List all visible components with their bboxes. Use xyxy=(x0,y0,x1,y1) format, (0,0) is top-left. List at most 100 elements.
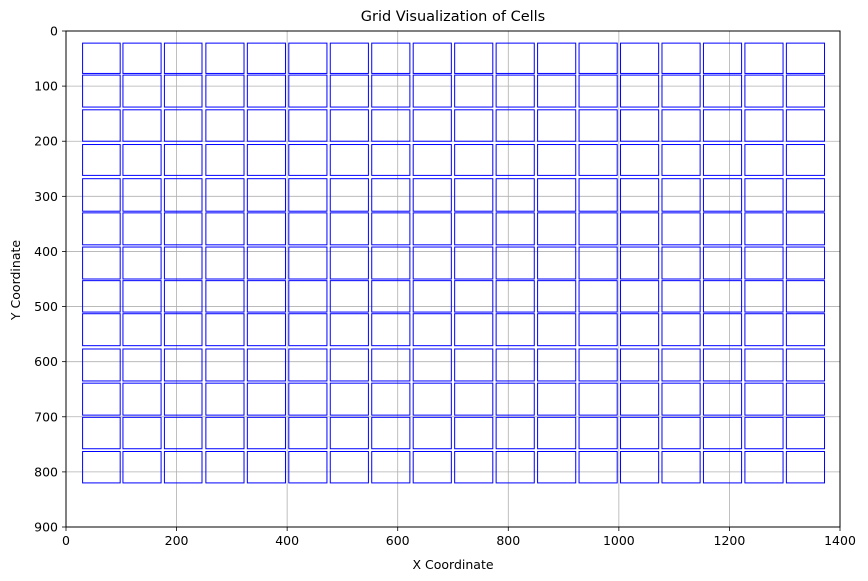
cell-r12-c0 xyxy=(82,450,121,484)
cell-r11-c14 xyxy=(661,416,701,450)
axis-ticks: 0 200 400 600 800 1000 1200 1400 0 100 200 300 400 50… xyxy=(34,24,856,549)
cell-r11-c4 xyxy=(246,416,286,450)
cell-r0-c8 xyxy=(412,42,452,74)
cell-r10-c1 xyxy=(122,382,162,416)
cell-r6-c14 xyxy=(661,246,701,280)
cell-r2-c6 xyxy=(329,109,369,142)
cell-r11-c3 xyxy=(205,416,245,450)
cell-r1-c12 xyxy=(578,74,618,108)
chart-title: Grid Visualization of Cells xyxy=(361,9,545,25)
cell-r7-c17 xyxy=(785,280,826,313)
cell-r4-c13 xyxy=(620,178,660,212)
cell-r8-c12 xyxy=(578,313,618,347)
cell-r5-c10 xyxy=(495,212,535,246)
y-tick-label-200: 200 xyxy=(34,134,58,149)
cell-r1-c5 xyxy=(288,74,328,108)
cell-r3-c10 xyxy=(495,144,535,176)
cell-r10-c8 xyxy=(412,382,452,416)
cell-r7-c6 xyxy=(329,280,369,313)
cell-r4-c7 xyxy=(371,178,411,212)
cell-r0-c10 xyxy=(495,42,535,74)
cell-r3-c5 xyxy=(288,144,328,176)
cell-r8-c16 xyxy=(744,313,784,347)
cell-r0-c17 xyxy=(785,42,826,74)
cell-r7-c1 xyxy=(122,280,162,313)
cell-r8-c13 xyxy=(620,313,660,347)
cell-r4-c9 xyxy=(454,178,494,212)
cell-r7-c16 xyxy=(744,280,784,313)
cell-r2-c11 xyxy=(537,109,577,142)
cell-r7-c7 xyxy=(371,280,411,313)
cell-r11-c0 xyxy=(82,416,121,450)
cell-r2-c16 xyxy=(744,109,784,142)
cell-r0-c0 xyxy=(82,42,121,74)
cell-r5-c12 xyxy=(578,212,618,246)
cell-r4-c0 xyxy=(82,178,121,212)
cell-r5-c0 xyxy=(82,212,121,246)
cell-r6-c8 xyxy=(412,246,452,280)
cell-r7-c11 xyxy=(537,280,577,313)
cell-r12-c15 xyxy=(702,450,743,484)
cell-r3-c2 xyxy=(163,144,203,176)
cell-r2-c2 xyxy=(163,109,203,142)
x-axis-label: X Coordinate xyxy=(412,557,493,572)
cell-r6-c6 xyxy=(329,246,369,280)
cell-r7-c12 xyxy=(578,280,618,313)
cell-r3-c12 xyxy=(578,144,618,176)
cell-r1-c6 xyxy=(329,74,369,108)
cell-r9-c10 xyxy=(495,348,535,382)
cell-r2-c1 xyxy=(122,109,162,142)
cell-r8-c5 xyxy=(288,313,328,347)
cell-r2-c15 xyxy=(702,109,743,142)
cell-r10-c4 xyxy=(246,382,286,416)
cell-r8-c0 xyxy=(82,313,121,347)
cell-r3-c9 xyxy=(454,144,494,176)
cell-r5-c2 xyxy=(163,212,203,246)
cell-r4-c4 xyxy=(246,178,286,212)
cell-r10-c14 xyxy=(661,382,701,416)
cell-r11-c6 xyxy=(329,416,369,450)
cell-r11-c10 xyxy=(495,416,535,450)
x-tick-label-400: 400 xyxy=(275,533,299,548)
cell-r7-c10 xyxy=(495,280,535,313)
cell-r12-c7 xyxy=(371,450,411,484)
cell-r1-c10 xyxy=(495,74,535,108)
cell-r7-c3 xyxy=(205,280,245,313)
cell-r3-c15 xyxy=(702,144,743,176)
cell-r8-c11 xyxy=(537,313,577,347)
cell-r8-c10 xyxy=(495,313,535,347)
cell-r5-c8 xyxy=(412,212,452,246)
cell-r2-c17 xyxy=(785,109,826,142)
cell-r6-c7 xyxy=(371,246,411,280)
cell-r10-c17 xyxy=(785,382,826,416)
cell-r10-c11 xyxy=(537,382,577,416)
cell-r10-c0 xyxy=(82,382,121,416)
cell-r3-c13 xyxy=(620,144,660,176)
cell-r9-c7 xyxy=(371,348,411,382)
cell-r2-c5 xyxy=(288,109,328,142)
cell-r4-c8 xyxy=(412,178,452,212)
cell-r12-c11 xyxy=(537,450,577,484)
cell-r5-c6 xyxy=(329,212,369,246)
cell-r9-c13 xyxy=(620,348,660,382)
x-tick-label-600: 600 xyxy=(386,533,410,548)
cell-r12-c4 xyxy=(246,450,286,484)
x-tick-label-1200: 1200 xyxy=(714,533,746,548)
cell-r4-c3 xyxy=(205,178,245,212)
cell-r12-c1 xyxy=(122,450,162,484)
x-tick-label-200: 200 xyxy=(165,533,189,548)
cell-r0-c14 xyxy=(661,42,701,74)
cell-r8-c3 xyxy=(205,313,245,347)
cell-r9-c14 xyxy=(661,348,701,382)
cell-r1-c1 xyxy=(122,74,162,108)
cell-r2-c7 xyxy=(371,109,411,142)
cell-r1-c15 xyxy=(702,74,743,108)
cell-r9-c8 xyxy=(412,348,452,382)
cell-r5-c5 xyxy=(288,212,328,246)
cell-r3-c6 xyxy=(329,144,369,176)
cell-r4-c1 xyxy=(122,178,162,212)
cell-r9-c9 xyxy=(454,348,494,382)
cell-r3-c11 xyxy=(537,144,577,176)
cell-r7-c9 xyxy=(454,280,494,313)
cell-r5-c3 xyxy=(205,212,245,246)
